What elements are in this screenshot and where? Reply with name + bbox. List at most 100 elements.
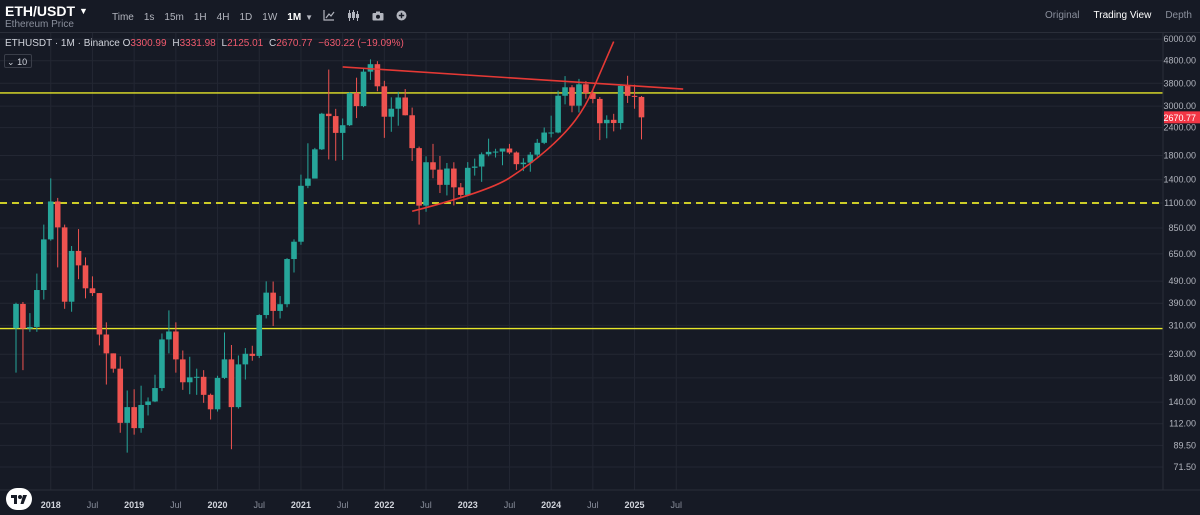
candle-2018-06 (82, 257, 89, 299)
candle-2023-05 (492, 148, 499, 158)
candle-body (34, 290, 40, 327)
candle-body (597, 98, 603, 124)
time-tick-label: 2024 (541, 500, 561, 510)
chevron-down-icon[interactable]: ▼ (79, 6, 88, 16)
candle-2022-09 (437, 156, 443, 194)
candle-2017-11 (34, 273, 40, 332)
candle-body (131, 407, 137, 429)
candle-body (284, 259, 290, 305)
candle-body (200, 376, 207, 395)
candle-2018-10 (110, 353, 117, 373)
candle-2024-11 (617, 85, 624, 130)
view-trading-view[interactable]: Trading View (1093, 10, 1152, 21)
price-tick-label: 1800.00 (1163, 150, 1196, 160)
candle-2018-11 (117, 356, 124, 433)
candle-2021-02 (305, 143, 311, 189)
candle-2021-08 (346, 92, 353, 127)
timeframe-1w[interactable]: 1W (262, 11, 278, 23)
candle-2018-12 (124, 390, 130, 453)
candle-body (277, 304, 283, 311)
candle-body (423, 162, 429, 206)
candle-body (305, 178, 311, 186)
candle-body (541, 132, 547, 143)
candle-2021-03 (312, 147, 318, 179)
price-axis[interactable]: 6000.00 4800.00 3800.00 3000.00 2400.00 1800.… (1162, 33, 1200, 515)
candle-2021-10 (360, 67, 367, 108)
volume-toggle[interactable]: ⌄ 10 (4, 54, 32, 68)
tradingview-logo-icon[interactable] (6, 488, 32, 510)
candle-2025-02 (638, 95, 645, 140)
add-icon[interactable] (396, 10, 407, 24)
candle-body (152, 388, 158, 402)
candle-2019-03 (145, 397, 151, 416)
candle-body (444, 168, 450, 185)
price-tick-label: 3800.00 (1163, 78, 1196, 88)
price-tick-label: 2400.00 (1163, 123, 1196, 133)
candle-body (409, 115, 415, 149)
candle-body (138, 404, 144, 429)
candle-2024-06 (583, 81, 589, 99)
candle-2020-01 (214, 375, 221, 412)
candle-body (402, 97, 408, 116)
candle-body (249, 353, 256, 356)
candle-body (485, 151, 492, 155)
timeframe-1m[interactable]: 1M (287, 11, 302, 23)
timeframe-1h[interactable]: 1H (193, 11, 207, 23)
timeframe-15m[interactable]: 15m (164, 11, 184, 23)
candle-2023-06 (499, 148, 506, 166)
price-tick-label: 1400.00 (1163, 175, 1196, 185)
candle-2021-06 (332, 108, 339, 161)
candle-body (193, 376, 200, 378)
candle-body (353, 93, 360, 107)
timeframe-1d[interactable]: 1D (239, 11, 253, 23)
candle-2019-05 (159, 333, 165, 392)
price-tick-label: 112.00 (1169, 419, 1196, 429)
price-tick-label: 310.00 (1168, 320, 1196, 330)
candle-2023-10 (527, 151, 534, 172)
candle-body (590, 93, 596, 99)
candle-2022-07 (423, 156, 429, 212)
candle-body (180, 359, 186, 383)
candle-body (631, 95, 638, 97)
top-toolbar: ETH/USDT ▼ Ethereum Price Time 1s 15m 1H … (0, 0, 1200, 33)
time-axis[interactable]: 2018 Jul 2019 Jul 2020 Jul 2021 Jul 2022 Jul 2023 J… (0, 489, 1200, 515)
timeframe-time[interactable]: Time (112, 11, 134, 23)
candle-2020-04 (235, 355, 242, 409)
symbol-selector[interactable]: ETH/USDT ▼ (5, 3, 88, 19)
candle-body (75, 250, 82, 266)
time-tick-label: Jul (670, 500, 682, 510)
candle-2024-05 (576, 78, 582, 113)
candle-body (562, 87, 568, 96)
indicators-icon[interactable] (323, 10, 335, 24)
legend-close: 2670.77 (276, 38, 313, 49)
time-tick-label: Jul (253, 500, 265, 510)
candle-2018-04 (68, 246, 75, 312)
chart-type-icon[interactable] (347, 10, 360, 24)
candle-body (27, 326, 33, 329)
candle-body (159, 339, 165, 389)
candle-body (569, 87, 575, 106)
view-original[interactable]: Original (1045, 10, 1080, 21)
symbol-label: ETH/USDT (5, 3, 75, 19)
candle-2019-11 (200, 370, 207, 403)
timeframe-4h[interactable]: 4H (216, 11, 230, 23)
candle-body (458, 187, 464, 195)
candle-body (13, 303, 19, 329)
current-price-label: 2670.77 (1163, 113, 1196, 123)
candle-body (173, 331, 179, 360)
candle-body (437, 169, 443, 185)
price-tick-label: 6000.00 (1163, 34, 1196, 44)
candle-body (263, 292, 269, 316)
candle-2019-01 (131, 389, 137, 435)
price-chart[interactable]: 6000.00 4800.00 3800.00 3000.00 2400.00 1800.… (0, 33, 1200, 515)
candle-2018-07 (89, 276, 96, 297)
view-depth[interactable]: Depth (1165, 10, 1192, 21)
candle-body (242, 353, 249, 365)
timeframe-chevron-icon[interactable]: ▼ (305, 12, 314, 22)
time-tick-label: 2021 (291, 500, 311, 510)
candle-2022-12 (458, 183, 464, 199)
candle-body (214, 377, 221, 410)
screenshot-icon[interactable] (372, 11, 384, 24)
candle-2021-12 (374, 61, 381, 92)
timeframe-1s[interactable]: 1s (143, 11, 155, 23)
